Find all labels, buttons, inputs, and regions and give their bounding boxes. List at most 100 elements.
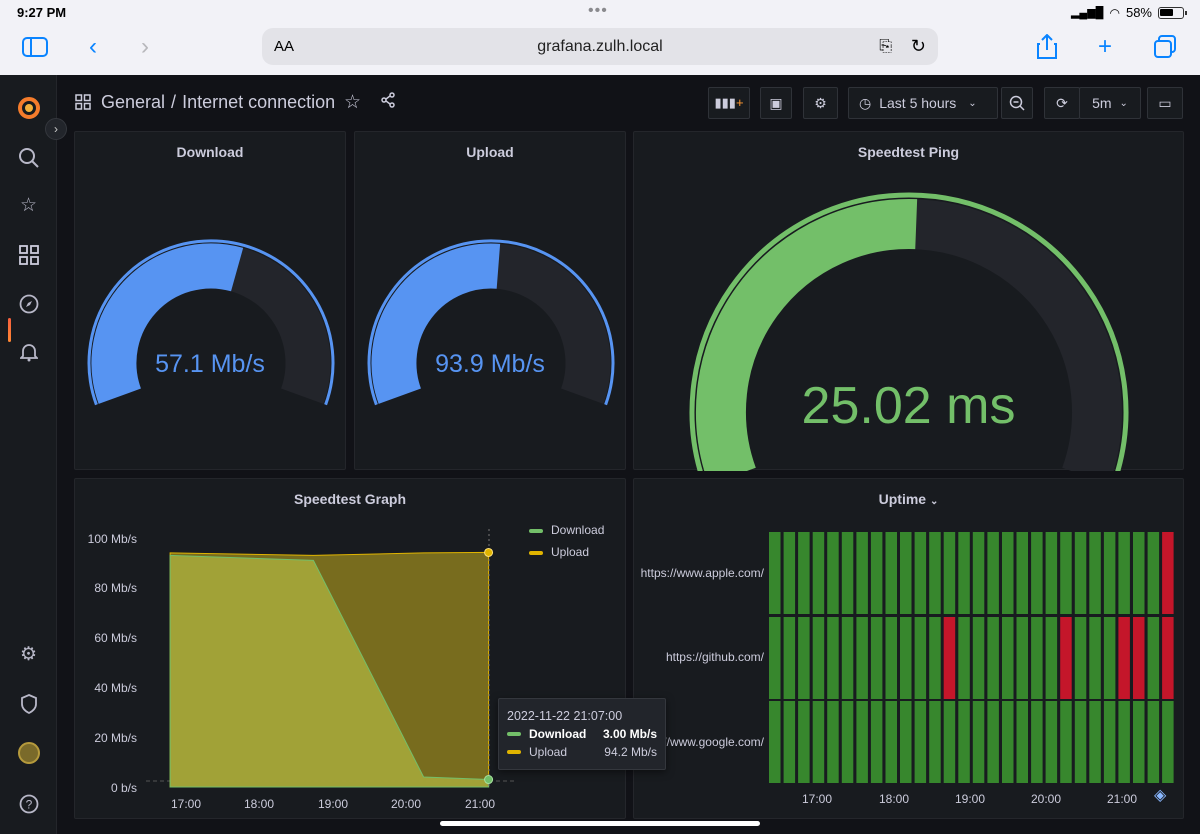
uptime-cell [958, 532, 970, 614]
uptime-cell [885, 532, 897, 614]
dashboards-icon[interactable] [12, 238, 45, 271]
grafana-logo-icon[interactable] [12, 91, 45, 124]
share-dashboard-icon[interactable] [380, 92, 396, 113]
uptime-cell [943, 532, 956, 614]
uptime-cell [972, 532, 985, 614]
uptime-cell [1118, 532, 1130, 614]
add-panel-button[interactable]: ▮▮▮+ [708, 87, 750, 119]
uptime-cell [1103, 701, 1116, 783]
refresh-interval-picker[interactable]: 5m ⌄ [1079, 87, 1141, 119]
starred-icon[interactable]: ☆ [19, 195, 38, 216]
uptime-cell [1162, 617, 1174, 699]
search-icon[interactable] [12, 141, 45, 174]
server-admin-shield-icon[interactable] [12, 687, 45, 720]
breadcrumb-separator: / [171, 92, 177, 112]
profile-avatar[interactable] [12, 736, 45, 769]
breadcrumb-folder[interactable]: General [101, 92, 166, 112]
uptime-cell [1162, 701, 1174, 783]
tooltip-time: 2022-11-22 21:07:00 [507, 709, 623, 723]
download-hover-point [484, 775, 494, 785]
time-range-label: Last 5 hours [879, 95, 957, 111]
panel-title[interactable]: Speedtest Ping [857, 144, 960, 160]
x-tick-label: 20:00 [1031, 792, 1062, 806]
uptime-cell [856, 532, 868, 614]
uptime-cell [827, 701, 839, 783]
upload-panel: Upload 93.9 Mb/s [354, 131, 626, 470]
uptime-cell [827, 617, 839, 699]
alerting-bell-icon[interactable] [12, 335, 45, 368]
tv-mode-button[interactable]: ▭ [1147, 87, 1183, 119]
legend-item-download[interactable]: Download [529, 523, 604, 537]
uptime-cell [900, 701, 912, 783]
download-panel: Download 57.1 Mb/s [74, 131, 346, 470]
gauge-threshold-arc [87, 239, 335, 406]
sidebar-toggle-icon[interactable] [20, 34, 50, 60]
save-dashboard-button[interactable]: ▣ [760, 87, 792, 119]
gauge-value: 57.1 Mb/s [155, 350, 265, 378]
uptime-cell [1162, 532, 1174, 614]
help-icon[interactable]: ? [12, 787, 45, 820]
refresh-button[interactable]: ⟳ [1044, 87, 1080, 119]
legend-item-upload[interactable]: Upload [529, 545, 589, 559]
legend-swatch [529, 528, 543, 533]
multitask-dots[interactable]: ••• [588, 2, 608, 19]
extension-icon[interactable]: ⎘ [879, 37, 892, 55]
expand-sidebar-chevron-icon[interactable]: › [45, 118, 67, 140]
gauge-threshold-arc [689, 192, 1129, 471]
monitor-icon: ▭ [1158, 94, 1172, 111]
panel-title[interactable]: Upload [466, 144, 514, 160]
share-sheet-icon[interactable] [1032, 34, 1062, 60]
uptime-cell [1118, 617, 1130, 699]
tooltip-series-value: 3.00 Mb/s [602, 727, 657, 741]
uptime-cell [914, 532, 927, 614]
uptime-cell [1133, 532, 1145, 614]
uptime-cell [1074, 532, 1087, 614]
tabs-icon[interactable] [1150, 34, 1180, 60]
x-tick-label: 17:00 [171, 797, 202, 811]
address-bar[interactable]: AA grafana.zulh.local ⎘ ↻ [262, 28, 938, 65]
y-tick-label: 0 b/s [110, 781, 137, 795]
dashboard-settings-button[interactable]: ⚙ [803, 87, 838, 119]
uptime-cell [972, 701, 985, 783]
panel-title[interactable]: Speedtest Graph [293, 491, 407, 507]
uptime-cell [798, 617, 810, 699]
uptime-cell [1060, 617, 1072, 699]
x-tick-label: 18:00 [244, 797, 275, 811]
uptime-cell [929, 532, 941, 614]
forward-icon[interactable]: › [141, 33, 149, 60]
uptime-cell [1089, 617, 1101, 699]
back-icon[interactable]: ‹ [89, 33, 97, 60]
uptime-cell [958, 617, 970, 699]
panel-title[interactable]: Download [176, 144, 244, 160]
gauge-fill [91, 243, 244, 404]
gauge-fill [371, 243, 501, 404]
uptime-cell [1147, 617, 1160, 699]
new-tab-icon[interactable]: + [1097, 33, 1112, 60]
mark-favorite-star-icon[interactable]: ☆ [344, 92, 362, 113]
reload-icon[interactable]: ↻ [910, 36, 926, 56]
zoom-out-button[interactable] [1001, 87, 1033, 119]
panel-title[interactable]: Uptime ⌄ [634, 491, 1183, 507]
uptime-cell [769, 701, 781, 783]
battery-percent: 58% [1125, 5, 1152, 20]
dashboards-grid-icon [75, 94, 91, 115]
uptime-cell [1133, 701, 1145, 783]
ping-panel: Speedtest Ping 25.02 ms [633, 131, 1184, 471]
y-tick-label: 60 Mb/s [94, 631, 137, 645]
url-text[interactable]: grafana.zulh.local [537, 37, 663, 55]
browser-chrome: 9:27 PM ••• ▂▄▆█ ◠ 58% ‹ › AA grafana.zu… [0, 0, 1200, 75]
explore-icon[interactable] [12, 287, 45, 320]
configuration-gear-icon[interactable]: ⚙ [19, 644, 38, 665]
uptime-cell [943, 617, 956, 699]
uptime-cell [1002, 532, 1014, 614]
panel-title-text: Uptime [878, 491, 927, 507]
uptime-cell [885, 617, 897, 699]
uptime-cell [783, 617, 796, 699]
text-size-button[interactable]: AA [274, 38, 295, 55]
uptime-cell [812, 532, 825, 614]
time-range-picker[interactable]: ◷ Last 5 hours ⌄ [848, 87, 998, 119]
uptime-cell [841, 617, 854, 699]
uptime-cell [958, 701, 970, 783]
uptime-cell [1103, 532, 1116, 614]
page-title[interactable]: Internet connection [182, 92, 336, 112]
